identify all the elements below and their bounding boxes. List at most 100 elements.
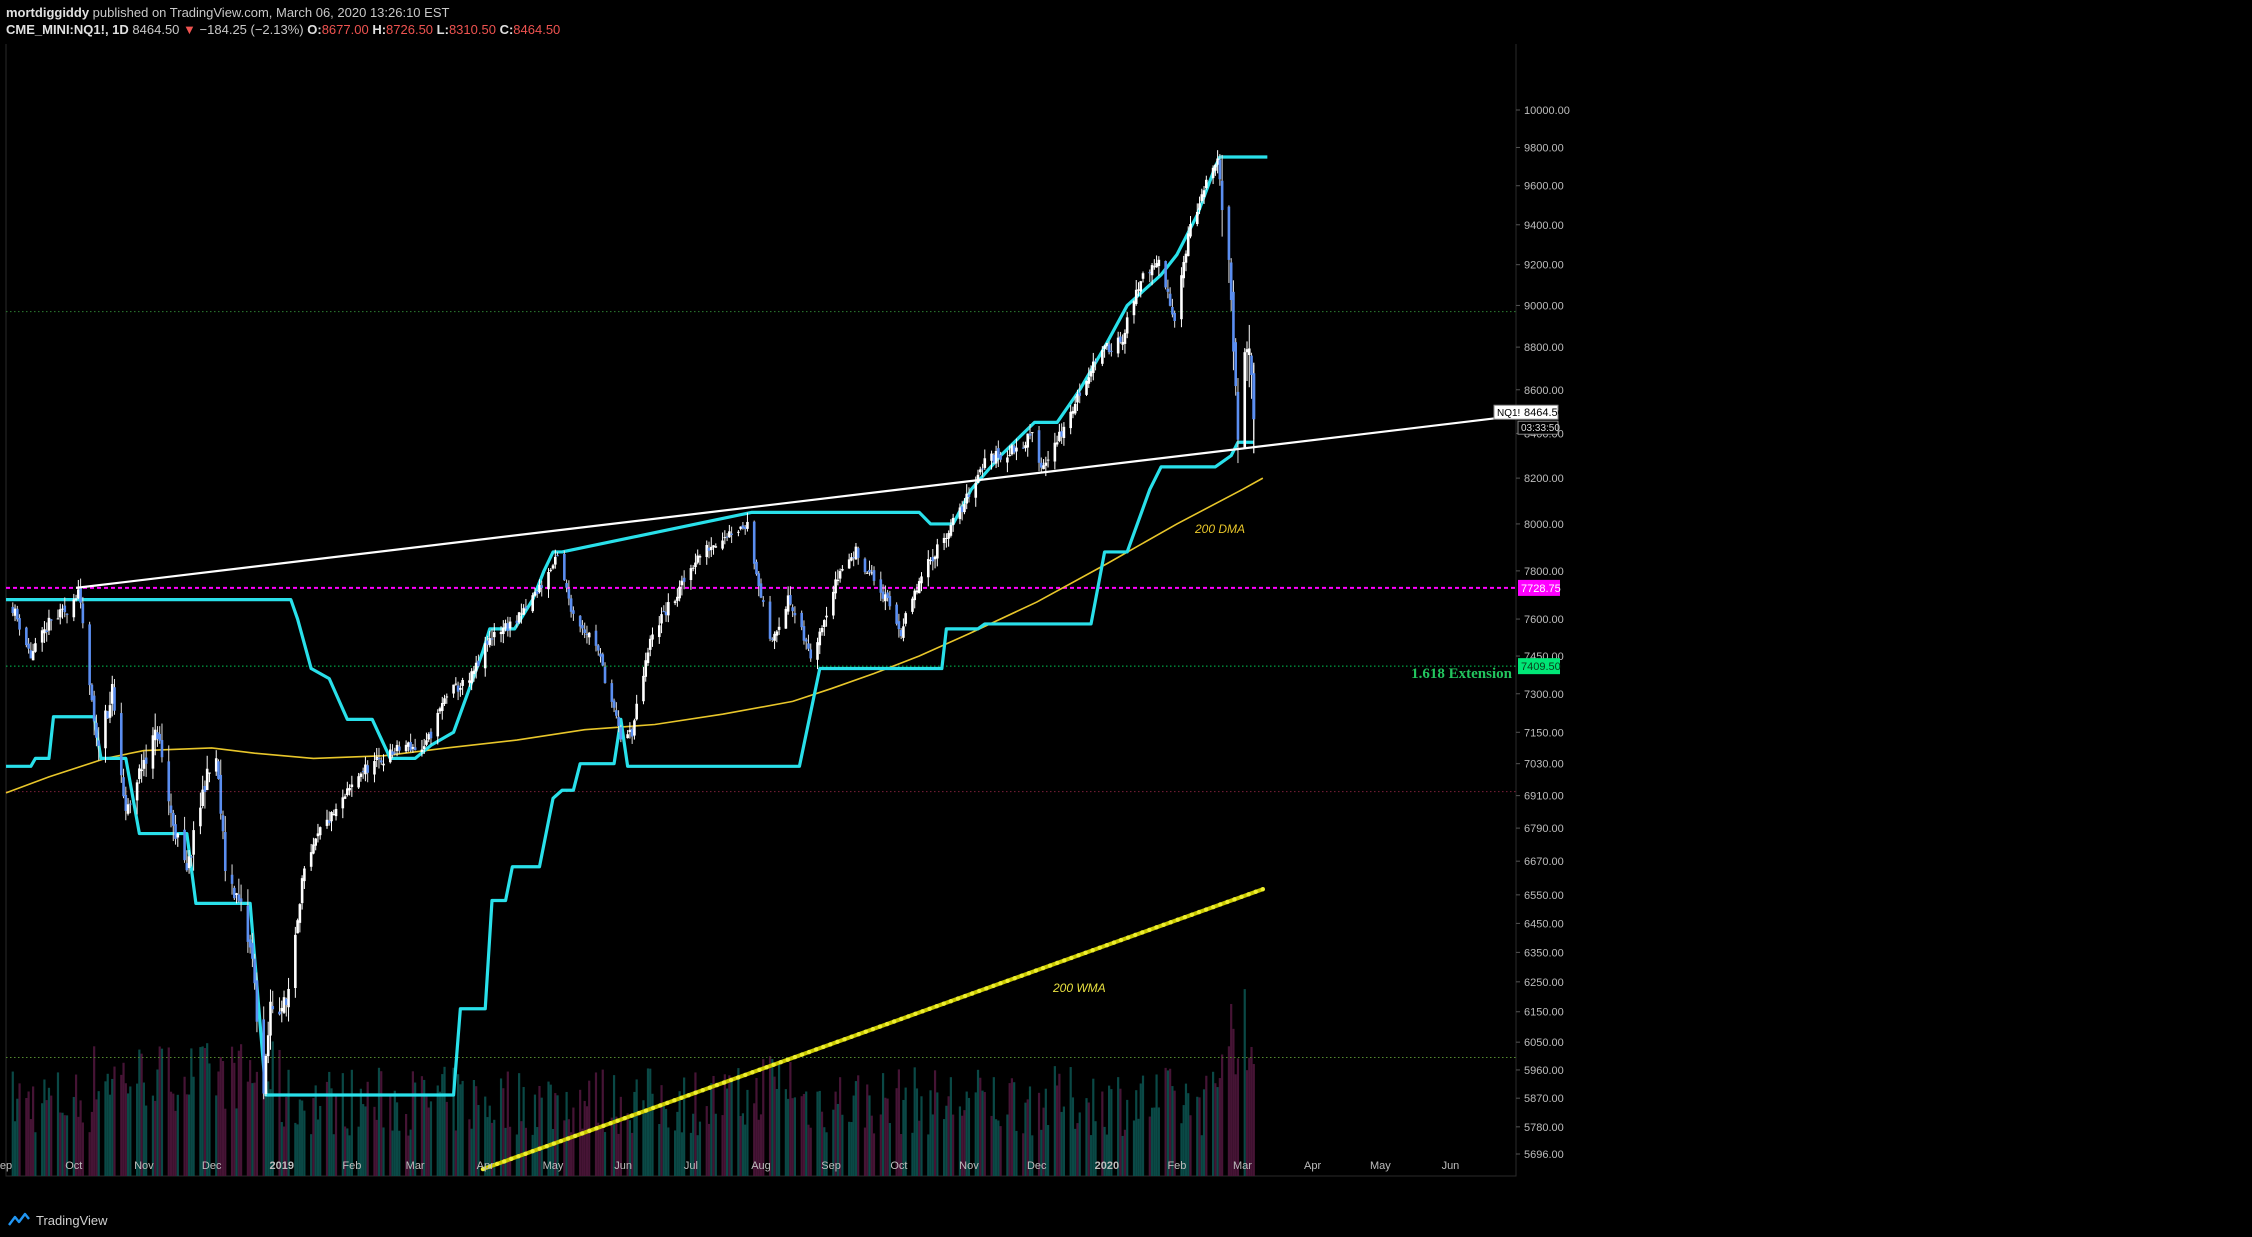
- volume-bar: [136, 1083, 139, 1176]
- candle-down: [251, 942, 254, 959]
- volume-bar: [1053, 1066, 1056, 1176]
- volume-bar: [994, 1119, 998, 1176]
- candle-up: [1125, 317, 1129, 334]
- volume-bar: [823, 1127, 826, 1176]
- symbol-label[interactable]: CME_MINI:NQ1!, 1D: [6, 22, 129, 37]
- candle-up: [926, 559, 930, 578]
- volume-bar: [190, 1048, 193, 1176]
- candle-down: [630, 728, 634, 737]
- volume-bar: [1074, 1128, 1077, 1176]
- volume-bar: [280, 1122, 283, 1176]
- candle-down: [793, 612, 797, 616]
- candle-up: [1123, 332, 1127, 344]
- candle-up: [61, 608, 64, 610]
- candle-up: [294, 934, 297, 989]
- candle-up: [375, 756, 379, 761]
- time-tick-label: Sep: [821, 1160, 841, 1172]
- wma-200-bead: [1246, 892, 1251, 897]
- candle-down: [239, 898, 243, 902]
- candle-down: [185, 863, 189, 871]
- wma-200-bead: [1147, 927, 1152, 933]
- volume-bar: [90, 1111, 93, 1176]
- candle-down: [768, 601, 772, 639]
- volume-bar: [1173, 1090, 1176, 1176]
- volume-bar: [138, 1049, 141, 1176]
- candle-up: [642, 675, 645, 702]
- volume-bar: [839, 1077, 842, 1176]
- candle-up: [348, 787, 351, 791]
- volume-bar: [832, 1109, 835, 1176]
- wma-200-bead: [1125, 935, 1131, 940]
- volume-bar: [441, 1074, 444, 1176]
- candle-up: [176, 833, 180, 838]
- candle-up: [1053, 442, 1057, 462]
- wma-200-bead: [1154, 925, 1159, 930]
- wma-200-bead: [679, 1095, 684, 1101]
- wma-200-bead: [778, 1059, 783, 1065]
- volume-bar: [649, 1068, 652, 1176]
- volume-bar: [825, 1132, 828, 1176]
- wma-200-bead: [480, 1166, 486, 1172]
- volume-bar: [1221, 1054, 1224, 1176]
- volume-bar: [1248, 1057, 1251, 1176]
- candle-up: [266, 1035, 270, 1057]
- candle-down: [999, 454, 1002, 460]
- volume-bar: [1010, 1078, 1014, 1176]
- volume-bar: [233, 1062, 236, 1176]
- volume-bar: [753, 1103, 756, 1176]
- candle-up: [422, 746, 426, 749]
- publisher-name[interactable]: mortdiggiddy: [6, 5, 90, 20]
- wma-200-bead: [721, 1080, 727, 1085]
- price-chart[interactable]: 1.618 Extension 200 DMA 200 WMA 10000.00 980…: [0, 44, 2252, 1208]
- candle-up: [705, 545, 709, 558]
- candle-down: [262, 1019, 265, 1094]
- time-tick-label: Mar: [406, 1160, 425, 1172]
- volume-bar: [714, 1113, 717, 1176]
- volume-bar: [642, 1100, 645, 1176]
- volume-bar: [382, 1127, 385, 1176]
- price-tick-label: 10000.00: [1524, 105, 1570, 117]
- candle-down: [1218, 159, 1222, 180]
- candle-down: [119, 713, 123, 776]
- volume-bar: [664, 1108, 668, 1176]
- volume-bar: [997, 1120, 1000, 1176]
- wma-200-bead: [1239, 894, 1244, 900]
- volume-bar: [762, 1059, 765, 1176]
- candle-up: [775, 631, 779, 636]
- candle-up: [904, 613, 907, 624]
- volume-bar: [737, 1068, 740, 1176]
- candle-down: [581, 625, 584, 629]
- volume-bar: [319, 1105, 322, 1176]
- price-tick-label: 7150.00: [1524, 727, 1564, 739]
- volume-bar: [81, 1122, 84, 1176]
- candle-down: [1039, 462, 1043, 468]
- wma-200-bead: [792, 1054, 798, 1060]
- candle-down: [524, 606, 528, 609]
- candle-down: [1250, 355, 1253, 376]
- candle-up: [847, 559, 851, 569]
- close-label: C:: [499, 22, 514, 37]
- candle-up: [140, 769, 143, 772]
- volume-bar: [594, 1072, 598, 1176]
- candle-up: [714, 546, 718, 548]
- tradingview-brand[interactable]: TradingView: [8, 1212, 108, 1228]
- volume-bar: [113, 1066, 116, 1176]
- candle-up: [492, 632, 496, 638]
- volume-bar: [1171, 1086, 1174, 1176]
- candle-up: [382, 763, 385, 766]
- wma-200-bead: [1012, 976, 1017, 981]
- wma-200-bead: [927, 1006, 932, 1011]
- wma-200-bead: [785, 1057, 791, 1062]
- volume-bar: [884, 1097, 887, 1176]
- volume-bar: [1139, 1083, 1142, 1176]
- candle-up: [264, 1055, 268, 1094]
- volume-bar: [676, 1111, 679, 1176]
- wma-200-bead: [686, 1093, 691, 1098]
- price-tick-label: 9200.00: [1524, 260, 1564, 272]
- volume-bar: [25, 1098, 28, 1176]
- candle-down: [160, 740, 164, 758]
- volume-bar: [325, 1081, 329, 1176]
- volume-bar: [854, 1081, 858, 1176]
- volume-bar: [454, 1130, 457, 1176]
- volume-bar: [301, 1100, 304, 1176]
